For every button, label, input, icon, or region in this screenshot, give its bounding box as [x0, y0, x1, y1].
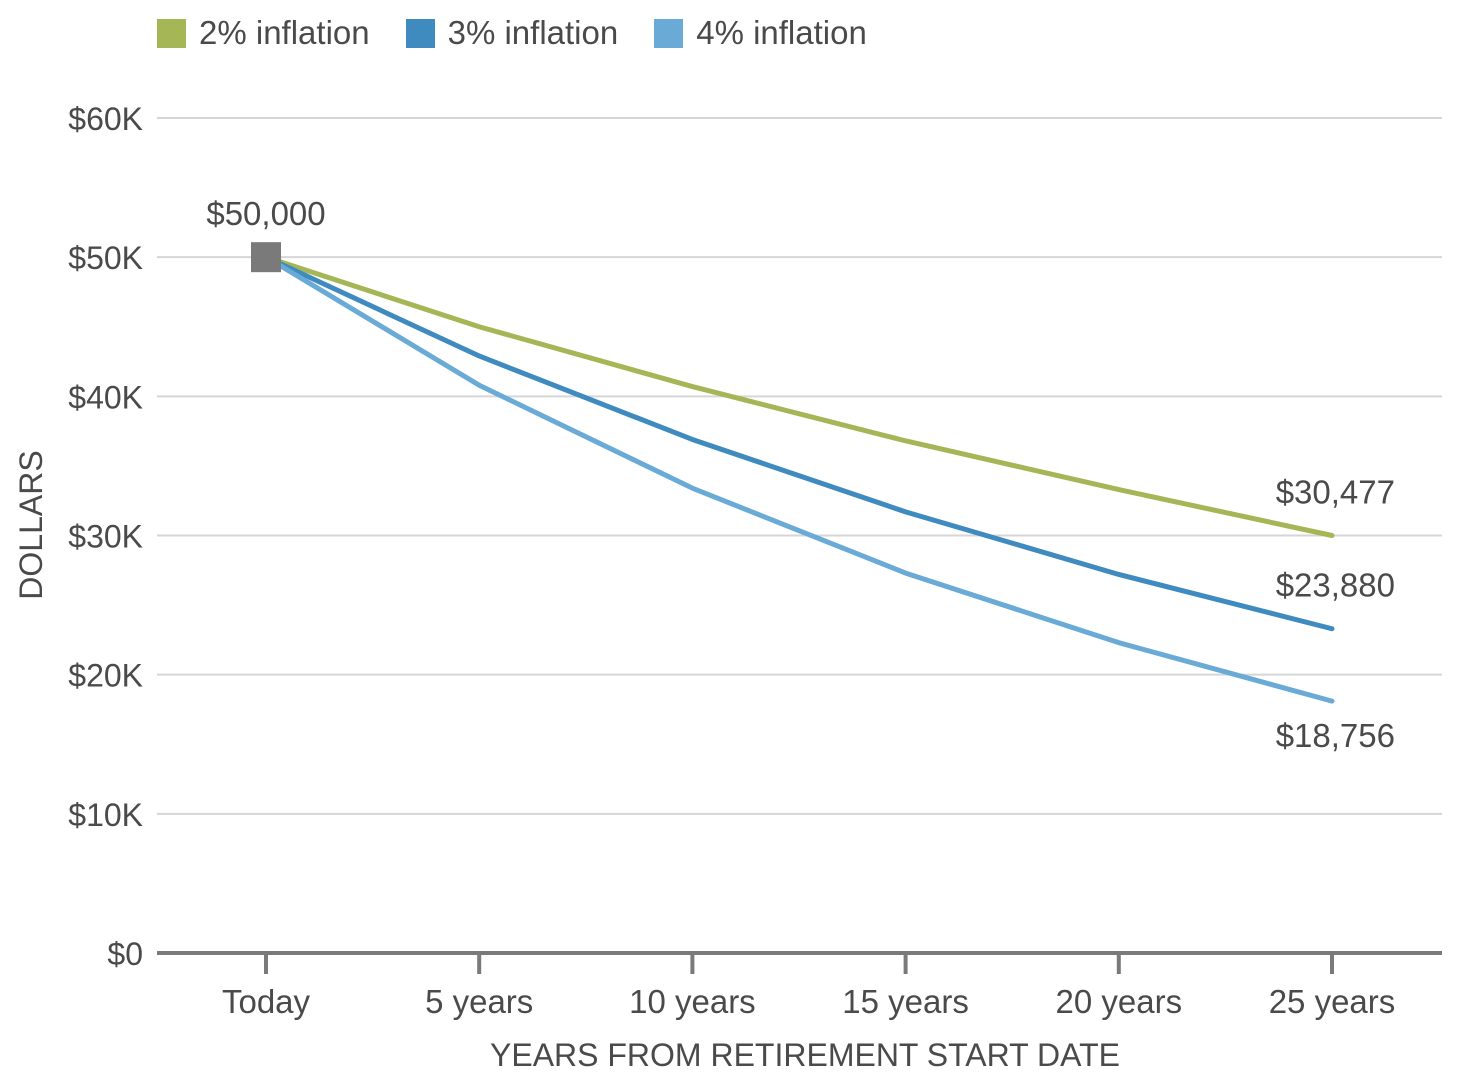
gridlines	[157, 117, 1442, 815]
y-tick-label: $40K	[68, 379, 143, 415]
x-tick-label: 20 years	[1056, 983, 1183, 1020]
series-line-4pct	[263, 254, 1335, 704]
data-label: $30,477	[1276, 474, 1395, 511]
chart-legend: 2% inflation 3% inflation 4% inflation	[157, 14, 903, 52]
start-point-marker	[251, 242, 281, 273]
data-label: $50,000	[206, 195, 325, 232]
legend-swatch-3pct	[405, 18, 435, 48]
legend-swatch-4pct	[654, 18, 684, 48]
annotations: $50,000 $30,477 $23,880 $18,756	[206, 195, 1395, 754]
x-tick-label: 5 years	[425, 983, 533, 1020]
series-lines	[263, 254, 1335, 704]
series-line-3pct	[263, 254, 1335, 632]
y-tick-label: $0	[107, 936, 143, 972]
series-line-2pct	[263, 254, 1335, 538]
x-tick-label: 10 years	[629, 983, 756, 1020]
y-tick-label: $20K	[68, 658, 143, 694]
y-axis-ticks: $0 $10K $20K $30K $40K $50K $60K	[68, 101, 143, 972]
x-axis-title: YEARS FROM RETIREMENT START DATE	[490, 1037, 1120, 1073]
data-label: $23,880	[1276, 567, 1395, 604]
legend-swatch-2pct	[157, 18, 186, 48]
y-tick-label: $30K	[68, 519, 143, 555]
legend-item-3pct: 3% inflation	[405, 14, 619, 52]
data-label: $18,756	[1276, 717, 1395, 754]
legend-label-2pct: 2% inflation	[199, 14, 370, 51]
legend-item-2pct: 2% inflation	[157, 14, 370, 52]
y-axis-title: DOLLARS	[13, 450, 49, 599]
legend-label-3pct: 3% inflation	[447, 14, 619, 51]
x-tick-label: Today	[222, 983, 311, 1020]
legend-item-4pct: 4% inflation	[654, 14, 867, 52]
y-tick-label: $60K	[68, 101, 143, 137]
y-tick-label: $50K	[68, 240, 143, 276]
x-axis: Today 5 years 10 years 15 years 20 years 25 y…	[157, 951, 1442, 1020]
x-tick-label: 25 years	[1269, 983, 1396, 1020]
x-tick-label: 15 years	[842, 983, 969, 1020]
y-tick-label: $10K	[68, 797, 143, 833]
legend-label-4pct: 4% inflation	[696, 14, 867, 51]
